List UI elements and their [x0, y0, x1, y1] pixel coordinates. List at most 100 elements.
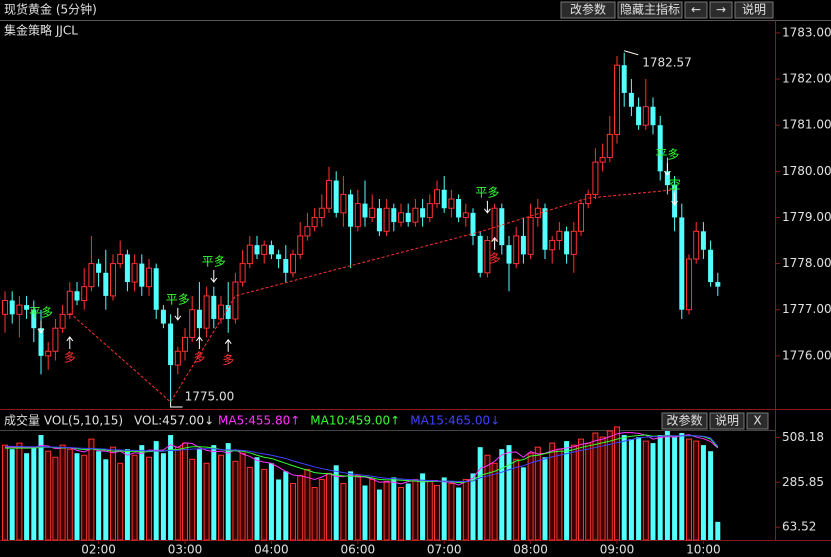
volume-bar	[391, 477, 397, 540]
candle-body	[376, 208, 382, 232]
volume-bar	[470, 473, 476, 540]
volume-bar	[549, 442, 556, 541]
volume-bar	[232, 460, 239, 541]
volume-bar	[448, 482, 455, 541]
button[interactable]: 改参数	[661, 412, 708, 430]
legend-entry: MA10:459.00↑	[310, 414, 400, 428]
candle-body	[664, 171, 670, 186]
signal-arrow	[671, 193, 678, 206]
signal-label: 多	[193, 350, 205, 364]
candle-body	[527, 216, 534, 255]
button[interactable]: ←	[684, 1, 708, 19]
volume-bar	[606, 430, 613, 541]
volume-bar	[88, 438, 95, 541]
y-tick-label: 1778.00	[782, 256, 831, 270]
candle-body	[283, 258, 289, 273]
candle-body	[383, 207, 390, 232]
volume-bar	[203, 462, 210, 541]
candle-body	[534, 207, 541, 218]
volume-bar	[499, 449, 505, 540]
volume-bar	[636, 437, 642, 540]
legend-entry: MA15:465.00↓	[410, 414, 500, 428]
legend-entry: MA5:455.80↑	[218, 414, 300, 428]
volume-bar	[686, 438, 692, 541]
volume-bar	[218, 454, 224, 541]
annotation: 1775.00	[185, 390, 235, 404]
candle-body	[160, 309, 166, 324]
candle-body	[246, 244, 253, 265]
volume-bar	[642, 440, 649, 541]
button[interactable]: 说明	[709, 412, 745, 430]
volume-bar	[534, 446, 541, 541]
candle-body	[189, 309, 196, 338]
volume-bar	[283, 471, 289, 540]
candle-body	[650, 106, 656, 126]
volume-bar	[268, 463, 274, 540]
button[interactable]: X	[746, 412, 769, 430]
candle-body	[96, 263, 102, 273]
candle-body	[340, 193, 347, 214]
button-label: 说明	[742, 2, 766, 17]
button[interactable]: 说明	[734, 1, 774, 19]
volume-bar	[578, 438, 584, 541]
signal-arrow	[491, 236, 498, 250]
volume-bar	[477, 447, 483, 540]
candle-body	[182, 336, 188, 352]
volume-bar	[196, 449, 202, 540]
volume-bar	[211, 445, 217, 540]
volume-bar	[160, 453, 166, 540]
candle-body	[405, 212, 411, 223]
candle-body	[333, 180, 339, 213]
candle-body	[354, 203, 361, 228]
volume-bar	[672, 437, 678, 540]
volume-bar	[369, 478, 376, 541]
candle-body	[131, 263, 138, 283]
volume-bar	[96, 451, 102, 540]
volume-bar	[621, 435, 627, 540]
button-label: 改参数	[570, 2, 606, 17]
candle-body	[542, 208, 548, 250]
candle-body	[549, 240, 556, 251]
candle-body	[81, 286, 88, 302]
volume-bar	[628, 439, 634, 540]
volume-bar	[527, 452, 534, 541]
volume-bar	[74, 453, 80, 540]
candle-body	[74, 291, 80, 301]
candle-body	[45, 350, 52, 357]
volume-bar	[664, 431, 670, 540]
signal-arrow	[196, 336, 203, 349]
button[interactable]: 改参数	[560, 1, 616, 19]
candle-body	[426, 203, 433, 218]
candle-body	[326, 180, 332, 209]
button[interactable]: 隐藏主指标	[617, 1, 683, 19]
signal-label: 多	[222, 353, 234, 367]
volume-bar	[506, 445, 512, 540]
candle-body	[153, 268, 159, 310]
candle-body	[642, 106, 649, 126]
candle-body	[708, 249, 714, 283]
button-frame	[560, 1, 616, 19]
volume-value: VOL:457.00↓	[134, 414, 214, 428]
volume-bar	[225, 443, 231, 540]
volume-bar	[117, 462, 124, 541]
volume-bar	[456, 487, 462, 540]
chart-title: 现货黄金 (5分钟)	[4, 2, 97, 17]
volume-bar	[398, 487, 404, 541]
volume-bar	[657, 435, 663, 540]
volume-bar	[146, 456, 152, 541]
button-frame	[709, 1, 733, 19]
button[interactable]: →	[709, 1, 733, 19]
candle-body	[686, 258, 692, 311]
volume-bar	[124, 449, 130, 540]
signal-label: 空	[669, 178, 681, 192]
ma-line	[5, 432, 719, 486]
candle-body	[211, 295, 217, 319]
candle-body	[311, 216, 318, 228]
candle-body	[88, 263, 95, 288]
annotation-leader	[624, 50, 639, 56]
volume-bar	[66, 448, 73, 541]
candle-body	[174, 350, 181, 366]
y-tick-label: 1776.00	[782, 348, 831, 362]
candle-body	[232, 281, 239, 320]
